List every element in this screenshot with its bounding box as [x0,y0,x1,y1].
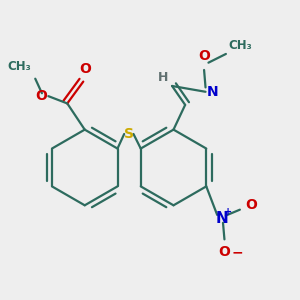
Text: O: O [198,49,210,63]
Text: −: − [232,245,243,259]
Text: CH₃: CH₃ [7,60,31,73]
Text: O: O [218,244,230,259]
Text: H: H [158,70,169,84]
Text: S: S [124,127,134,141]
Text: N: N [207,85,219,99]
Text: O: O [79,62,91,76]
Text: +: + [224,207,232,217]
Text: CH₃: CH₃ [229,40,253,52]
Text: N: N [215,211,228,226]
Text: O: O [245,198,257,212]
Text: O: O [35,89,47,103]
